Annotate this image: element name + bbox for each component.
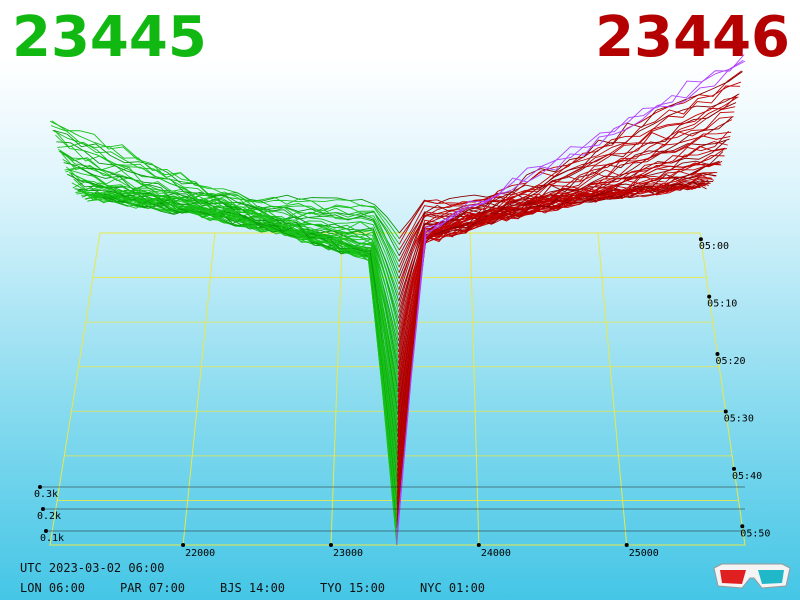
z-tick-label: 05:30 [724,413,754,424]
ask-depth-line [398,171,715,336]
ask-depth-line [396,94,738,494]
ask-depth-line [396,116,734,466]
bid-price: 23445 [12,5,207,70]
z-tick-label: 05:00 [699,241,729,252]
y-tick-label: 0.2k [37,511,61,522]
x-tick-label: 23000 [333,548,363,559]
z-tick-marker [732,466,737,471]
timezone-bjs: BJS 14:00 [220,581,286,595]
bid-depth-line [97,192,400,251]
3d-glasses-icon[interactable] [712,560,792,592]
chart-axes: 22000 23000 24000 25000 0.1k 0.2k 0.3k 05:00 05:… [34,237,770,559]
ask-depth-line [396,54,745,540]
timezone-nyc: NYC 01:00 [420,581,486,595]
z-tick-marker [707,294,712,299]
bid-depth-line [54,129,398,517]
ask-depth-line [396,93,740,506]
x-tick-label: 25000 [629,548,659,559]
utc-time: UTC 2023-03-02 06:00 [20,561,165,575]
x-tick-label: 22000 [185,548,215,559]
floor-outline [49,232,746,546]
x-tick-marker [624,543,629,547]
ask-depth-line [396,60,746,546]
z-tick-label: 05:50 [740,528,770,539]
timezone-row: LON 06:00 PAR 07:00 BJS 14:00 TYO 15:00 … [20,581,520,595]
bid-depth-line [51,120,398,534]
z-tick-marker [698,237,703,242]
grid-line-x [597,232,628,546]
bid-depth-line [56,141,398,506]
z-tick-marker [723,409,728,414]
x-tick-marker [328,543,333,547]
ask-depth-line [396,96,739,500]
z-tick-label: 05:10 [707,299,737,310]
z-tick-marker [715,352,720,357]
timezone-tyo: TYO 15:00 [320,581,386,595]
y-tick-label: 0.1k [40,533,64,544]
ask-depth-line [397,172,718,353]
ask-depth-line [396,85,741,512]
x-tick-marker [181,543,186,547]
ask-price: 23446 [595,5,790,70]
x-tick-label: 24000 [481,548,511,559]
z-tick-label: 05:20 [715,356,745,367]
z-tick-label: 05:40 [732,471,762,482]
timezone-lon: LON 06:00 [20,581,86,595]
grid-line-x [469,232,480,546]
x-tick-marker [476,543,481,547]
ask-depth-line [396,59,744,534]
grid-line-x [330,232,344,546]
bid-depth-line [66,166,399,443]
depth-series-layer [49,54,746,546]
ask-depth-line [397,119,733,455]
bid-depth-line [49,120,398,546]
ask-depth-line [397,155,725,404]
ask-depth-line [396,81,742,517]
bid-depth-line [96,193,400,256]
ask-depth-line [396,71,743,529]
bid-depth-line [57,145,398,500]
bid-depth-line [75,188,399,387]
y-tick-label: 0.3k [34,489,58,500]
ask-depth-line [397,151,724,392]
z-tick-marker [740,524,745,529]
grid-line-x [182,232,216,546]
ask-depth-line [397,130,729,432]
bid-depth-line [52,129,398,529]
ask-depth-line [396,102,737,483]
ask-depth-line [397,116,734,460]
ask-depth-line [396,70,742,523]
timezone-par: PAR 07:00 [120,581,186,595]
bid-depth-line [50,125,398,540]
